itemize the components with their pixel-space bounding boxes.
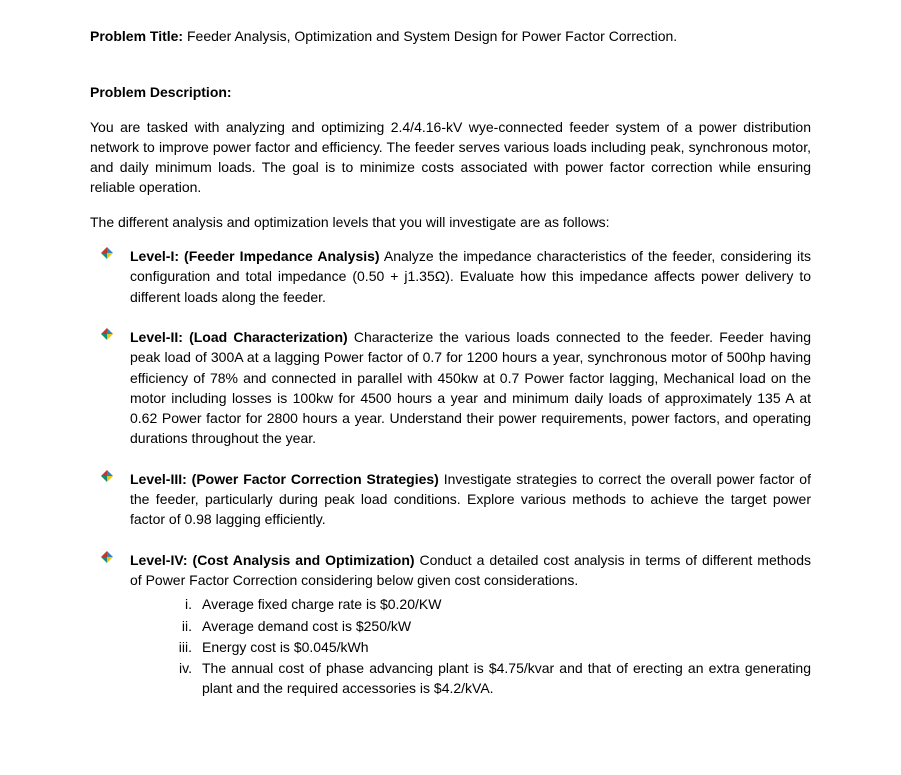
problem-title-label: Problem Title: xyxy=(90,28,183,44)
roman-text: The annual cost of phase advancing plant… xyxy=(202,658,811,699)
problem-description-para-1: You are tasked with analyzing and optimi… xyxy=(90,117,811,198)
level-item-3: Level-III: (Power Factor Correction Stra… xyxy=(118,469,811,530)
bullet-icon xyxy=(100,327,114,341)
problem-description-heading: Problem Description: xyxy=(90,82,811,102)
roman-text: Energy cost is $0.045/kWh xyxy=(202,637,811,657)
roman-numeral: iii. xyxy=(158,637,202,657)
cost-considerations-list: i. Average fixed charge rate is $0.20/KW… xyxy=(130,594,811,698)
level-label: Level-III: (Power Factor Correction Stra… xyxy=(130,471,439,487)
level-label: Level-IV: (Cost Analysis and Optimizatio… xyxy=(130,552,415,568)
level-item-1: Level-I: (Feeder Impedance Analysis) Ana… xyxy=(118,246,811,307)
level-text: Characterize the various loads connected… xyxy=(130,329,811,446)
level-item-4: Level-IV: (Cost Analysis and Optimizatio… xyxy=(118,550,811,699)
roman-text: Average demand cost is $250/kW xyxy=(202,616,811,636)
roman-numeral: i. xyxy=(158,594,202,614)
level-item-2: Level-II: (Load Characterization) Charac… xyxy=(118,327,811,449)
level-label: Level-I: (Feeder Impedance Analysis) xyxy=(130,248,380,264)
roman-item-1: i. Average fixed charge rate is $0.20/KW xyxy=(158,594,811,614)
roman-numeral: ii. xyxy=(158,616,202,636)
problem-title-text: Feeder Analysis, Optimization and System… xyxy=(183,28,677,44)
problem-description-para-2: The different analysis and optimization … xyxy=(90,212,811,232)
roman-item-2: ii. Average demand cost is $250/kW xyxy=(158,616,811,636)
bullet-icon xyxy=(100,550,114,564)
roman-numeral: iv. xyxy=(158,658,202,699)
bullet-icon xyxy=(100,246,114,260)
roman-item-4: iv. The annual cost of phase advancing p… xyxy=(158,658,811,699)
roman-item-3: iii. Energy cost is $0.045/kWh xyxy=(158,637,811,657)
bullet-icon xyxy=(100,469,114,483)
roman-text: Average fixed charge rate is $0.20/KW xyxy=(202,594,811,614)
document-page: Problem Title: Feeder Analysis, Optimiza… xyxy=(0,0,901,775)
problem-title-line: Problem Title: Feeder Analysis, Optimiza… xyxy=(90,26,811,46)
level-label: Level-II: (Load Characterization) xyxy=(130,329,348,345)
levels-list: Level-I: (Feeder Impedance Analysis) Ana… xyxy=(90,246,811,699)
